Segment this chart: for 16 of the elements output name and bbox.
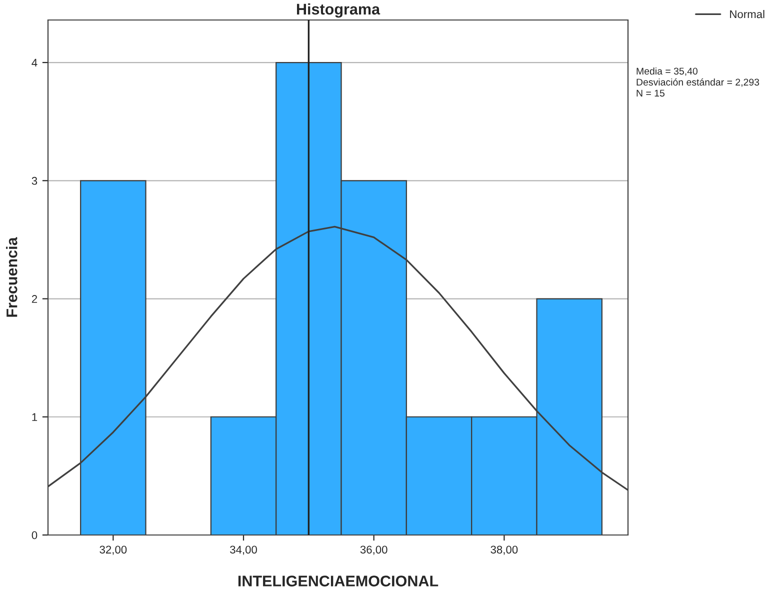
y-tick-label: 3	[32, 176, 38, 185]
y-axis-title: Frecuencia	[6, 237, 18, 317]
x-tick-label: 38,00	[490, 546, 518, 555]
x-tick-label: 32,00	[100, 546, 127, 555]
y-tick-label: 1	[32, 413, 38, 421]
x-tick-label: 34,00	[230, 546, 257, 555]
y-tick-label: 0	[32, 531, 38, 540]
chart-title: Histograma	[297, 3, 380, 18]
legend-label: Normal	[730, 10, 764, 18]
text: Desviación estándar = 2,293	[636, 78, 760, 87]
x-tick-label: 36,00	[360, 546, 388, 555]
text: N = 15	[636, 90, 665, 97]
text: Media = 35,40	[636, 67, 698, 76]
y-tick-label: 4	[32, 58, 38, 67]
x-axis-title: INTELIGENCIAEMOCIONAL	[238, 576, 438, 586]
y-tick-label: 2	[32, 295, 38, 303]
